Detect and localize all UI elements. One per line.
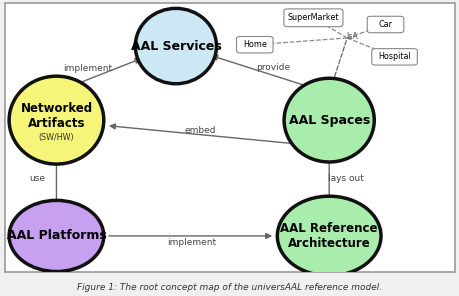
Text: Figure 1: The root concept map of the universAAL reference model.: Figure 1: The root concept map of the un… <box>77 283 382 292</box>
Text: SuperMarket: SuperMarket <box>287 13 338 22</box>
Text: provide: provide <box>255 63 289 72</box>
Text: use: use <box>29 173 45 183</box>
FancyBboxPatch shape <box>366 16 403 33</box>
Text: Car: Car <box>378 20 392 29</box>
FancyBboxPatch shape <box>283 9 342 27</box>
Text: AAL Platforms: AAL Platforms <box>6 229 106 242</box>
Text: AAL Services: AAL Services <box>130 40 221 53</box>
FancyBboxPatch shape <box>236 36 273 53</box>
Text: embed: embed <box>185 126 216 135</box>
Text: (SW/HW): (SW/HW) <box>39 133 74 142</box>
Text: Networked
Artifacts: Networked Artifacts <box>20 102 92 130</box>
Ellipse shape <box>9 76 104 164</box>
FancyBboxPatch shape <box>371 49 416 65</box>
Ellipse shape <box>284 78 374 162</box>
Ellipse shape <box>9 200 104 271</box>
Text: lays out: lays out <box>328 173 364 183</box>
Text: AAL Reference
Architecture: AAL Reference Architecture <box>280 222 377 250</box>
Text: Home: Home <box>242 40 266 49</box>
Text: Hospital: Hospital <box>377 52 410 61</box>
Ellipse shape <box>277 196 380 276</box>
Text: IsA: IsA <box>346 32 358 41</box>
Text: AAL Spaces: AAL Spaces <box>288 114 369 127</box>
FancyBboxPatch shape <box>5 3 454 272</box>
Ellipse shape <box>135 8 216 84</box>
Text: implement: implement <box>167 238 216 247</box>
Text: implement: implement <box>63 65 112 73</box>
